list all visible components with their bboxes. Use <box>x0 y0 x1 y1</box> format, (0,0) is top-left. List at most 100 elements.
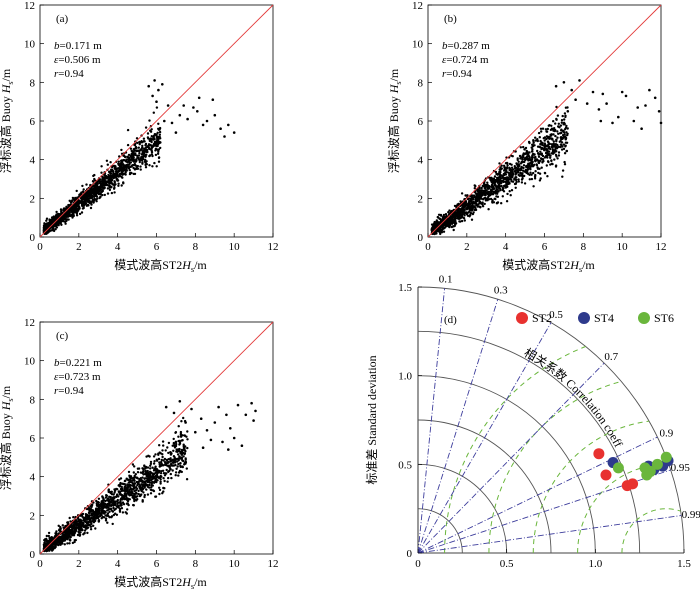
y-tick-label: 0 <box>418 232 424 244</box>
data-point <box>509 176 512 180</box>
taylor-point <box>660 451 672 463</box>
data-point <box>161 83 164 86</box>
data-point <box>125 169 128 172</box>
data-point <box>149 492 153 495</box>
data-point <box>445 221 449 224</box>
data-point <box>466 194 469 197</box>
data-point <box>148 119 151 122</box>
identity-line <box>39 4 274 238</box>
data-point <box>536 167 540 170</box>
data-point <box>155 106 159 109</box>
data-point <box>538 136 541 139</box>
data-point <box>89 510 93 513</box>
data-point <box>80 191 83 194</box>
panel-label: (c) <box>56 330 69 342</box>
x-tick-label: 6 <box>154 558 160 570</box>
data-point <box>528 162 531 165</box>
data-point <box>119 481 122 485</box>
data-point <box>467 211 470 214</box>
data-point <box>151 165 154 168</box>
data-point <box>478 202 481 205</box>
data-point <box>133 160 136 163</box>
x-tick-label: 0.5 <box>500 558 514 570</box>
data-point <box>170 464 173 467</box>
data-point <box>151 94 154 98</box>
data-point <box>112 187 116 190</box>
data-point <box>505 200 509 203</box>
data-point <box>134 152 137 155</box>
data-point <box>84 202 88 205</box>
data-point <box>123 492 127 495</box>
data-point <box>69 520 72 523</box>
data-point <box>152 489 156 493</box>
data-point <box>138 149 141 152</box>
data-point <box>557 151 561 154</box>
data-point <box>525 169 529 172</box>
data-point <box>75 522 78 525</box>
data-point <box>491 179 495 183</box>
data-point <box>491 177 494 181</box>
data-point <box>156 152 160 155</box>
data-point <box>131 463 135 466</box>
data-point <box>528 164 531 167</box>
data-point <box>486 186 489 189</box>
data-point <box>43 543 46 546</box>
data-point <box>232 436 236 440</box>
data-point <box>552 128 555 131</box>
data-point <box>97 190 100 193</box>
data-point <box>480 186 483 190</box>
data-point <box>109 507 113 510</box>
std-arc <box>417 419 552 554</box>
data-point <box>219 127 222 130</box>
data-point <box>148 154 152 157</box>
data-point <box>111 496 115 499</box>
data-point <box>96 500 100 504</box>
data-point <box>513 165 516 168</box>
data-point <box>57 524 60 527</box>
data-point <box>517 178 520 181</box>
data-point <box>55 530 58 533</box>
y-tick-label: 1.0 <box>398 371 412 383</box>
data-point <box>162 472 166 475</box>
data-point <box>557 122 560 126</box>
data-point <box>566 133 569 137</box>
data-point <box>456 210 459 213</box>
data-point <box>131 496 135 499</box>
data-point <box>495 180 499 183</box>
data-point <box>186 446 189 450</box>
data-point <box>546 127 549 131</box>
data-point <box>148 479 151 482</box>
data-point <box>494 192 497 195</box>
data-point <box>156 144 159 148</box>
data-point <box>450 225 454 229</box>
data-point <box>498 162 501 165</box>
data-point <box>141 500 144 503</box>
data-point <box>152 481 156 484</box>
data-point <box>132 471 135 474</box>
data-point <box>72 531 75 535</box>
data-point <box>144 166 148 169</box>
legend-marker <box>638 312 650 324</box>
data-point <box>451 214 455 218</box>
data-point <box>92 190 95 193</box>
data-point <box>87 511 91 515</box>
data-point <box>566 110 570 113</box>
data-point <box>551 162 554 166</box>
data-point <box>63 539 66 542</box>
data-point <box>172 444 176 447</box>
data-point <box>495 176 499 180</box>
data-point <box>142 157 145 161</box>
data-point <box>537 161 541 165</box>
data-point <box>556 157 559 160</box>
legend-label: ST2 <box>532 311 552 325</box>
data-point <box>58 528 61 531</box>
data-point <box>549 156 552 159</box>
data-point <box>558 126 561 129</box>
data-point <box>123 479 127 483</box>
data-point <box>82 188 85 191</box>
data-point <box>511 170 514 173</box>
data-point <box>182 416 185 420</box>
data-point <box>161 455 164 459</box>
data-point <box>66 521 69 524</box>
data-point <box>118 493 122 496</box>
